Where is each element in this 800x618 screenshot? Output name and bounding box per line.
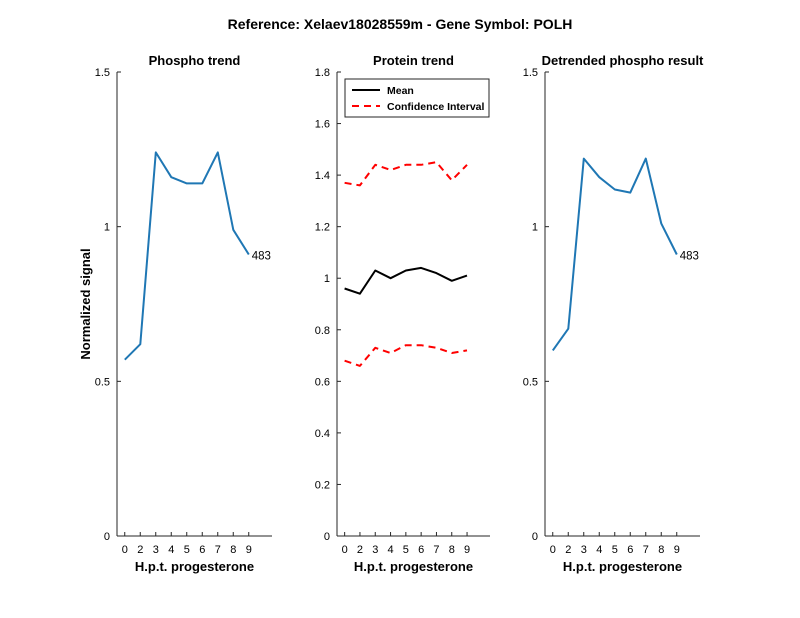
x-tick-label: 6 (627, 544, 633, 556)
figure-title: Reference: Xelaev18028559m - Gene Symbol… (228, 16, 573, 32)
series-line (551, 157, 678, 351)
chart-title: Phospho trend (149, 53, 241, 68)
x-tick-label: 9 (464, 544, 470, 556)
x-tick-label: 2 (565, 544, 571, 556)
y-tick-label: 0.8 (315, 325, 330, 337)
x-tick-label: 4 (387, 544, 393, 556)
x-tick-label: 0 (122, 544, 128, 556)
y-tick-label: 1.5 (523, 67, 538, 79)
x-tick-label: 5 (184, 544, 190, 556)
y-axis-label: Normalized signal (78, 248, 93, 359)
series-line (344, 266, 468, 295)
y-tick-label: 0.4 (315, 428, 330, 440)
x-tick-label: 8 (449, 544, 455, 556)
x-axis-label: H.p.t. progesterone (563, 559, 682, 574)
x-tick-label: 7 (643, 544, 649, 556)
point-annotation: 483 (680, 251, 699, 263)
y-tick-label: 0.6 (315, 376, 330, 388)
y-tick-label: 1.2 (315, 222, 330, 234)
y-tick-label: 0 (532, 531, 538, 543)
x-tick-label: 4 (168, 544, 174, 556)
y-tick-label: 1 (104, 222, 110, 234)
x-tick-label: 3 (153, 544, 159, 556)
series-line (344, 344, 468, 367)
x-tick-label: 5 (612, 544, 618, 556)
x-tick-label: 9 (246, 544, 252, 556)
x-tick-label: 0 (550, 544, 556, 556)
x-tick-label: 2 (137, 544, 143, 556)
x-tick-label: 8 (230, 544, 236, 556)
legend-label: Mean (387, 85, 414, 97)
chart-title: Protein trend (373, 53, 454, 68)
y-tick-label: 0.2 (315, 479, 330, 491)
legend: Mean Confidence Interval (344, 78, 490, 118)
series-line (344, 161, 468, 187)
x-tick-label: 4 (596, 544, 602, 556)
x-tick-label: 6 (199, 544, 205, 556)
x-tick-label: 9 (674, 544, 680, 556)
x-axis-label: H.p.t. progesterone (354, 559, 473, 574)
series-confidence-interval-1 (344, 161, 468, 187)
point-annotation: 483 (252, 251, 271, 263)
y-tick-label: 1 (324, 273, 330, 285)
x-tick-label: 3 (581, 544, 587, 556)
x-axis-label: H.p.t. progesterone (135, 559, 254, 574)
y-tick-label: 1.5 (95, 67, 110, 79)
x-tick-label: 5 (403, 544, 409, 556)
y-tick-label: 1.4 (315, 170, 330, 182)
series-mean-0 (344, 266, 468, 295)
series-line-0 (124, 151, 250, 361)
x-tick-label: 0 (342, 544, 348, 556)
x-tick-label: 7 (215, 544, 221, 556)
y-tick-label: 0.5 (523, 376, 538, 388)
y-tick-label: 1.6 (315, 119, 330, 131)
y-tick-label: 1 (532, 222, 538, 234)
x-tick-label: 3 (372, 544, 378, 556)
series-confidence-interval-2 (344, 344, 468, 367)
chart-panel-protein: 00.20.40.60.811.21.41.61.80 2 3 4 5 6 7 8 9Prote… (315, 53, 490, 574)
series-line-0 (551, 157, 678, 351)
chart-title: Detrended phospho result (542, 53, 704, 68)
x-tick-label: 7 (433, 544, 439, 556)
y-tick-label: 0.5 (95, 376, 110, 388)
x-tick-label: 8 (658, 544, 664, 556)
series-line (124, 151, 250, 361)
y-tick-label: 0 (104, 531, 110, 543)
y-tick-label: 0 (324, 531, 330, 543)
x-tick-label: 2 (357, 544, 363, 556)
x-tick-label: 6 (418, 544, 424, 556)
y-tick-label: 1.8 (315, 67, 330, 79)
legend-label: Confidence Interval (387, 101, 485, 113)
legend-box (344, 78, 490, 118)
